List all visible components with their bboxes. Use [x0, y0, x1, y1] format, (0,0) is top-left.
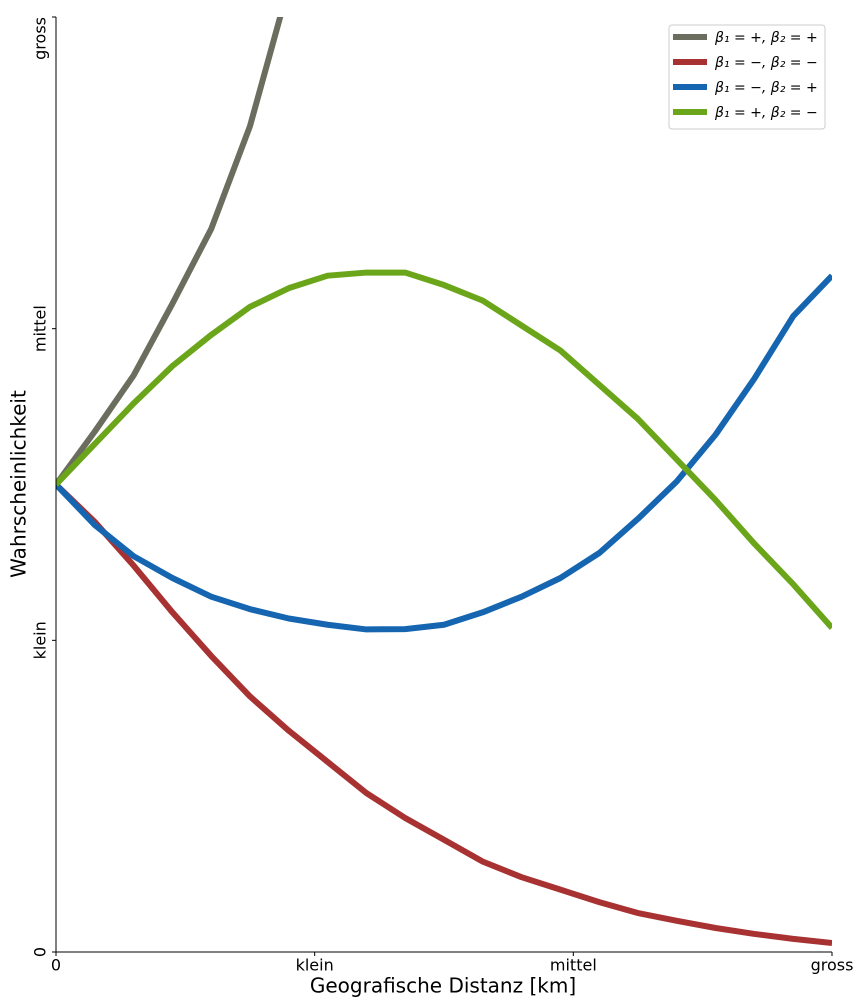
line-series — [56, 482, 832, 946]
line-series — [56, 17, 284, 487]
legend-label: β₁ = −, β₂ = − — [714, 55, 818, 71]
x-axis-label: Geografische Distanz [km] — [310, 974, 576, 998]
x-tick-label: mittel — [550, 956, 597, 975]
y-axis-label: Wahrscheinlichkeit — [7, 390, 31, 578]
x-tick-label: 0 — [51, 956, 61, 975]
line-series — [56, 269, 832, 630]
y-tick-label: gross — [31, 17, 50, 60]
y-tick-label: klein — [31, 621, 50, 659]
y-tick-label: 0 — [31, 947, 50, 957]
x-tick-label: gross — [811, 956, 854, 975]
plot-area — [56, 17, 832, 946]
line-series — [56, 273, 832, 633]
legend-label: β₁ = +, β₂ = + — [714, 30, 818, 46]
legend-box — [668, 24, 826, 130]
y-tick-label: mittel — [31, 305, 50, 352]
legend-label: β₁ = +, β₂ = − — [714, 105, 818, 121]
x-tick-label: klein — [296, 956, 334, 975]
legend-label: β₁ = −, β₂ = + — [714, 80, 818, 96]
